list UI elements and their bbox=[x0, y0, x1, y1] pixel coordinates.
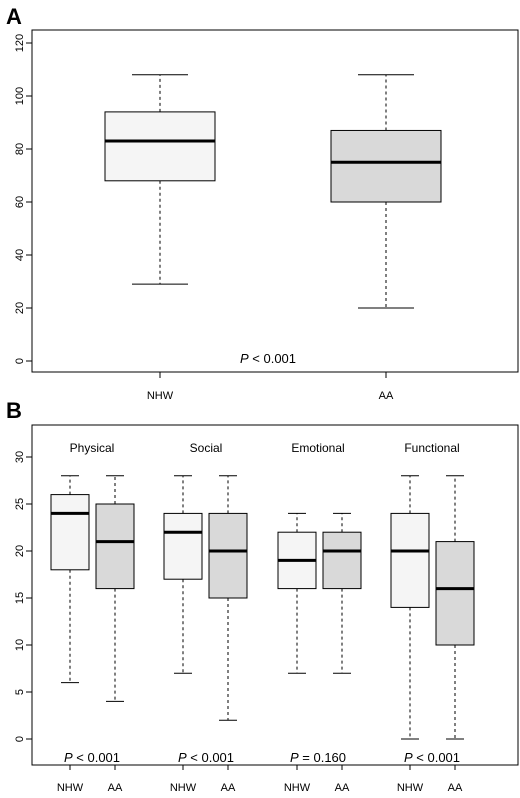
panel-b-emotional-pvalue-rest: = 0.160 bbox=[299, 750, 346, 765]
panel-b-social-group: Social NHW AA P < 0.001 bbox=[163, 441, 248, 794]
panel-b-functional-pvalue-rest: < 0.001 bbox=[413, 750, 460, 765]
panel-b-tick-label: 5 bbox=[14, 689, 26, 695]
panel-b-tick-label: 20 bbox=[14, 545, 26, 557]
panel-a-pvalue-p: P bbox=[240, 351, 249, 366]
panel-b-y-axis: 0 5 10 15 20 25 30 bbox=[14, 451, 33, 742]
panel-b-social-nhw-box bbox=[163, 512, 203, 580]
panel-b-emotional-x-label-aa: AA bbox=[335, 782, 350, 794]
panel-b-social-pvalue-p: P bbox=[178, 750, 187, 765]
panel-a-tick-label: 60 bbox=[14, 196, 26, 208]
panel-b-emotional-aa-box bbox=[322, 531, 362, 590]
panel-b-functional-pvalue-p: P bbox=[404, 750, 413, 765]
panel-b-tick-label: 30 bbox=[14, 451, 26, 463]
panel-a-pvalue-rest: < 0.001 bbox=[249, 351, 296, 366]
panel-b-emotional-pvalue: P = 0.160 bbox=[290, 750, 346, 765]
panel-a-boxes bbox=[104, 74, 442, 309]
panel-b-physical-pvalue-p: P bbox=[64, 750, 73, 765]
panel-a-tick-label: 0 bbox=[14, 358, 26, 364]
panel-b-social-title: Social bbox=[190, 441, 223, 455]
panel-a-tick-label: 120 bbox=[14, 34, 26, 52]
panel-b-functional-x-label-aa: AA bbox=[448, 782, 463, 794]
panel-b-tick-label: 25 bbox=[14, 498, 26, 510]
panel-b-label: B bbox=[6, 398, 22, 423]
panel-a-x-label-nhw: NHW bbox=[147, 390, 174, 402]
panel-b-tick-label: 10 bbox=[14, 639, 26, 651]
panel-a-aa-box bbox=[330, 129, 442, 203]
panel-a-x-label-aa: AA bbox=[379, 390, 394, 402]
panel-b-emotional-pvalue-p: P bbox=[290, 750, 299, 765]
panel-b-physical-aa-box bbox=[95, 503, 135, 590]
panel-b-tick-label: 15 bbox=[14, 592, 26, 604]
panel-b-functional-aa-box bbox=[435, 541, 475, 646]
panel-b-emotional-group: Emotional NHW AA P = 0.160 bbox=[277, 441, 362, 794]
panel-b-emotional-title: Emotional bbox=[291, 441, 344, 455]
panel-b-social-aa-box bbox=[208, 512, 248, 599]
panel-b-groups: Physical NHW AA P < 0.001 Social NHW AA P < 0.0… bbox=[50, 441, 475, 794]
panel-a-frame bbox=[31, 29, 519, 373]
panel-b-functional-x-label-nhw: NHW bbox=[397, 782, 424, 794]
panel-b-physical-pvalue: P < 0.001 bbox=[64, 750, 120, 765]
panel-a-tick-label: 100 bbox=[14, 87, 26, 105]
panel-b-functional-pvalue: P < 0.001 bbox=[404, 750, 460, 765]
panel-b-physical-nhw-box bbox=[50, 494, 90, 571]
panel-b-functional-group: Functional NHW AA P < 0.001 bbox=[390, 441, 475, 794]
panel-a: A 0 20 40 60 80 100 120 NHW AA P < 0.001 bbox=[6, 4, 519, 402]
panel-b-social-pvalue: P < 0.001 bbox=[178, 750, 234, 765]
panel-b-physical-group: Physical NHW AA P < 0.001 bbox=[50, 441, 135, 794]
panel-a-tick-label: 80 bbox=[14, 143, 26, 155]
panel-b-social-x-label-aa: AA bbox=[221, 782, 236, 794]
panel-b-physical-x-label-nhw: NHW bbox=[57, 782, 84, 794]
panel-a-y-axis: 0 20 40 60 80 100 120 bbox=[14, 34, 33, 364]
panel-b-functional-title: Functional bbox=[404, 441, 459, 455]
panel-b-emotional-x-label-nhw: NHW bbox=[284, 782, 311, 794]
panel-a-pvalue: P < 0.001 bbox=[240, 351, 296, 366]
panel-b-functional-nhw-box bbox=[390, 512, 430, 608]
panel-b-physical-title: Physical bbox=[70, 441, 115, 455]
panel-a-nhw-box bbox=[104, 111, 216, 182]
panel-a-tick-label: 40 bbox=[14, 249, 26, 261]
panel-a-x-labels: NHW AA bbox=[147, 371, 394, 402]
panel-b-physical-x-label-aa: AA bbox=[108, 782, 123, 794]
panel-b-physical-pvalue-rest: < 0.001 bbox=[73, 750, 120, 765]
panel-b-tick-label: 0 bbox=[14, 736, 26, 742]
panel-b-social-x-label-nhw: NHW bbox=[170, 782, 197, 794]
panel-b-social-pvalue-rest: < 0.001 bbox=[187, 750, 234, 765]
panel-a-label: A bbox=[6, 4, 22, 29]
panel-a-tick-label: 20 bbox=[14, 302, 26, 314]
